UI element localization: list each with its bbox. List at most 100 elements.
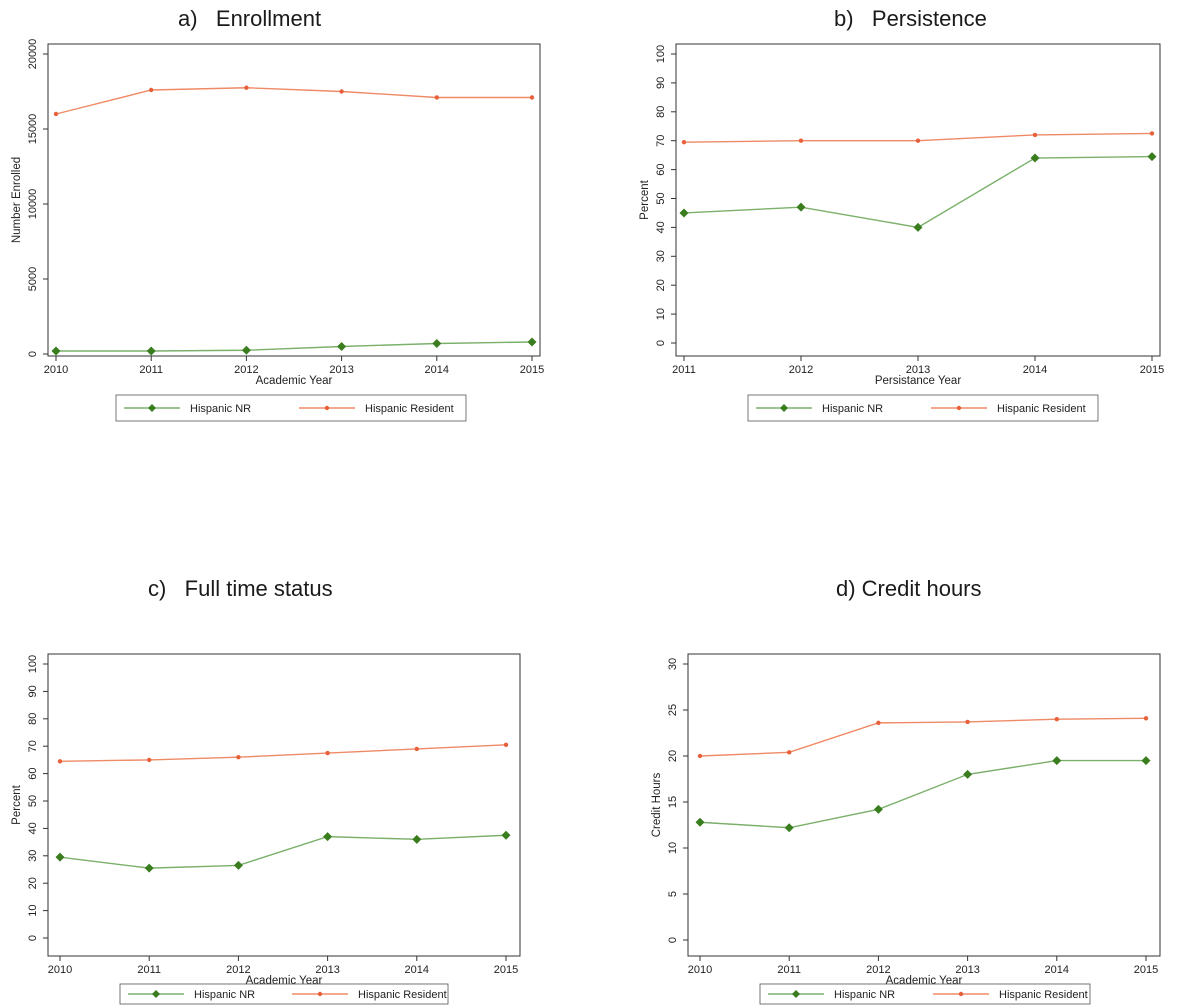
data-point-hispanic-resident xyxy=(149,87,154,93)
y-tick-label: 80 xyxy=(27,713,39,725)
x-tick-label: 2013 xyxy=(329,364,353,376)
y-tick-label: 0 xyxy=(27,935,39,941)
x-tick-label: 2015 xyxy=(520,364,544,376)
y-tick-label: 25 xyxy=(667,704,679,716)
y-tick-label: 20 xyxy=(655,279,667,291)
data-point-hispanic-resident xyxy=(244,85,249,90)
x-tick-label: 2010 xyxy=(48,964,72,976)
data-point-hispanic-nr xyxy=(337,342,347,351)
series-line-hispanic-nr xyxy=(59,834,507,869)
legend-marker-hispanic-resident xyxy=(324,405,330,411)
data-point-hispanic-resident xyxy=(1143,716,1149,721)
data-point-hispanic-resident xyxy=(57,759,63,764)
x-tick-label: 2015 xyxy=(1134,964,1158,976)
y-tick-label: 70 xyxy=(27,740,39,752)
x-tick-label: 2014 xyxy=(1045,964,1069,976)
x-tick-label: 2011 xyxy=(777,964,801,976)
chart-title: c) Full time status xyxy=(148,576,333,601)
y-tick-label: 0 xyxy=(667,937,679,943)
y-tick-label: 10000 xyxy=(27,189,39,220)
y-tick-label: 100 xyxy=(27,655,39,673)
y-tick-label: 70 xyxy=(655,135,667,147)
x-tick-label: 2013 xyxy=(955,964,979,976)
data-point-hispanic-nr xyxy=(527,337,537,347)
data-point-hispanic-resident xyxy=(236,754,241,760)
x-tick-label: 2012 xyxy=(866,964,890,976)
data-point-hispanic-nr xyxy=(1147,152,1157,162)
x-tick-label: 2013 xyxy=(906,364,930,376)
plot-frame xyxy=(687,653,1161,957)
legend-label-hispanic-nr: Hispanic NR xyxy=(190,403,251,415)
data-point-hispanic-nr xyxy=(963,769,973,779)
data-point-hispanic-nr xyxy=(323,832,333,842)
chart-svg-c: 0 10 20 30 40 50 60 70 80 90 100 2010 2011 2012 2013 20… xyxy=(11,653,521,1005)
data-point-hispanic-nr xyxy=(796,202,806,212)
y-tick-label: 80 xyxy=(655,106,667,118)
legend: Hispanic NR Hispanic Resident xyxy=(759,983,1091,1005)
legend-marker-hispanic-resident xyxy=(317,991,323,997)
y-tick-label: 10 xyxy=(667,842,679,854)
data-point-hispanic-resident xyxy=(529,95,535,100)
legend-marker-hispanic-resident xyxy=(958,991,964,997)
series-line-hispanic-resident xyxy=(55,87,532,115)
y-tick-label: 40 xyxy=(27,822,39,834)
x-tick-label: 2012 xyxy=(234,364,258,376)
legend-label-hispanic-resident: Hispanic Resident xyxy=(997,403,1086,415)
y-tick-label: 90 xyxy=(27,685,39,697)
y-tick-label: 5 xyxy=(667,891,679,897)
y-axis-title: Number Enrolled xyxy=(11,157,23,243)
data-point-hispanic-nr xyxy=(1030,153,1040,163)
x-tick-label: 2012 xyxy=(226,964,250,976)
legend-marker-hispanic-nr xyxy=(792,990,800,998)
y-axis-title: Credit Hours xyxy=(651,772,663,837)
y-tick-label: 90 xyxy=(655,77,667,89)
legend-box xyxy=(759,983,1091,1005)
data-point-hispanic-nr xyxy=(1052,756,1062,766)
data-point-hispanic-nr xyxy=(432,339,442,348)
x-tick-label: 2010 xyxy=(688,964,712,976)
y-tick-label: 50 xyxy=(655,192,667,204)
y-tick-label: 20 xyxy=(667,750,679,762)
legend: Hispanic NR Hispanic Resident xyxy=(747,394,1099,422)
chart-title: b) Persistence xyxy=(834,6,987,31)
data-point-hispanic-resident xyxy=(147,757,152,763)
data-point-hispanic-resident xyxy=(798,138,804,143)
x-axis-title: Persistance Year xyxy=(875,375,961,387)
data-point-hispanic-nr xyxy=(873,804,883,814)
legend-box xyxy=(119,983,449,1005)
data-point-hispanic-nr xyxy=(695,817,705,827)
x-tick-label: 2011 xyxy=(137,964,161,976)
legend-marker-hispanic-resident xyxy=(956,405,962,411)
data-point-hispanic-nr xyxy=(144,863,154,873)
plot-frame xyxy=(47,43,541,357)
data-point-hispanic-resident xyxy=(414,746,419,752)
y-tick-label: 10 xyxy=(655,308,667,320)
series-line-hispanic-nr xyxy=(699,759,1146,829)
data-point-hispanic-resident xyxy=(1054,717,1059,722)
legend: Hispanic NR Hispanic Resident xyxy=(119,983,449,1005)
data-point-hispanic-resident xyxy=(876,720,881,726)
x-tick-label: 2013 xyxy=(315,964,339,976)
data-point-hispanic-resident xyxy=(787,750,792,755)
data-point-hispanic-nr xyxy=(784,823,794,833)
x-tick-label: 2014 xyxy=(425,364,449,376)
data-point-hispanic-resident xyxy=(325,750,330,756)
data-point-hispanic-resident xyxy=(434,95,439,100)
y-axis-title: Percent xyxy=(11,784,23,824)
data-point-hispanic-resident xyxy=(681,139,687,145)
y-tick-label: 0 xyxy=(27,351,39,357)
data-point-hispanic-resident xyxy=(53,111,59,117)
y-tick-label: 60 xyxy=(655,163,667,175)
data-point-hispanic-nr xyxy=(913,222,923,232)
legend-marker-hispanic-nr xyxy=(152,990,160,998)
legend-label-hispanic-resident: Hispanic Resident xyxy=(365,403,454,415)
y-tick-label: 30 xyxy=(667,658,679,670)
legend-label-hispanic-resident: Hispanic Resident xyxy=(999,989,1088,1001)
x-tick-label: 2010 xyxy=(44,364,68,376)
data-point-hispanic-resident xyxy=(697,753,703,759)
data-point-hispanic-nr xyxy=(241,345,251,355)
y-tick-label: 100 xyxy=(655,45,667,63)
x-axis-title: Academic Year xyxy=(256,375,333,387)
series-line-hispanic-nr xyxy=(56,341,533,352)
